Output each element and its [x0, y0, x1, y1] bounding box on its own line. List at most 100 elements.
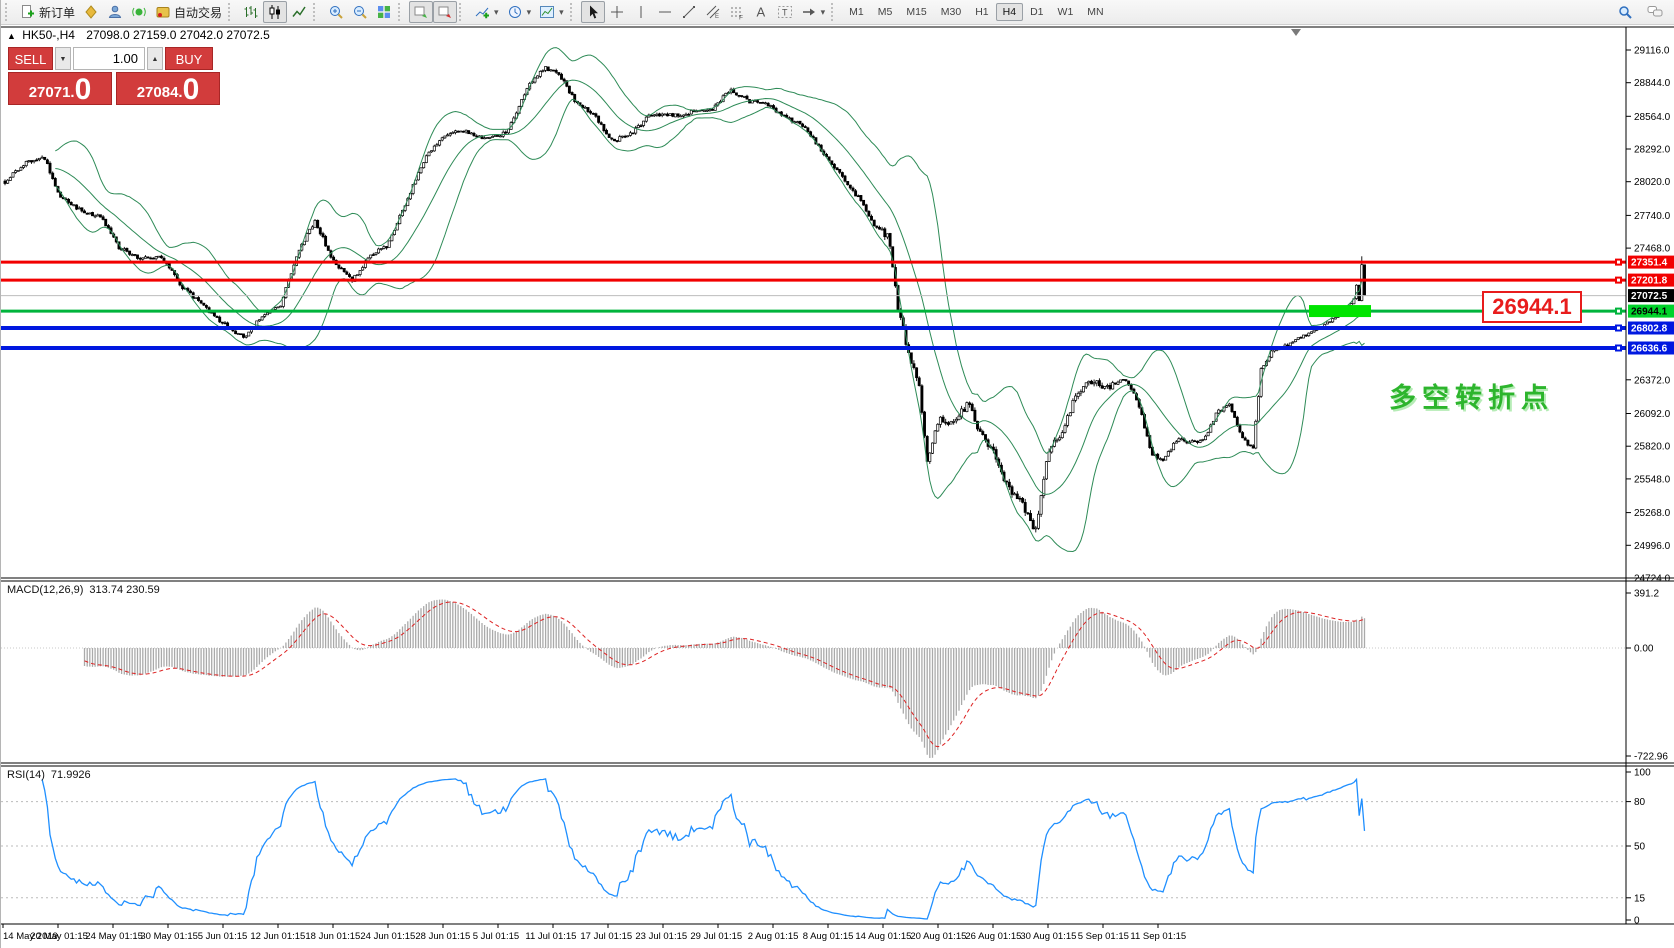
svg-text:30 May 01:15: 30 May 01:15 [140, 931, 198, 942]
svg-text:0: 0 [1634, 916, 1640, 927]
chart-shift-marker[interactable] [1291, 29, 1301, 36]
svg-text:28020.0: 28020.0 [1634, 177, 1671, 188]
svg-text:24996.0: 24996.0 [1634, 541, 1671, 552]
line-chart-icon [291, 4, 307, 20]
text-icon: A [753, 4, 769, 20]
chat-icon [1647, 4, 1663, 20]
zoom-in-button[interactable] [324, 1, 348, 23]
buy-price-box[interactable]: 27084. 0 [116, 72, 220, 105]
crosshair-button[interactable] [605, 1, 629, 23]
add-indicator-icon [474, 4, 490, 20]
lot-size-input[interactable]: 1.00 [73, 47, 145, 70]
terminal-button[interactable] [103, 1, 127, 23]
arrange-icon [413, 4, 429, 20]
price-axis[interactable]: 29116.0 28844.0 28564.0 28292.0 28020.0 27740… [1626, 45, 1674, 927]
candlesticks [3, 66, 1366, 533]
svg-text:11 Sep 01:15: 11 Sep 01:15 [1130, 931, 1186, 942]
lot-decrease-button[interactable]: ▼ [55, 47, 71, 70]
timeframe-d1[interactable]: D1 [1030, 6, 1044, 18]
shapes-button[interactable]: ▾ [797, 1, 830, 23]
add-indicator-button[interactable]: ▾ [470, 1, 503, 23]
svg-text:27351.4: 27351.4 [1631, 258, 1668, 269]
stagger-button[interactable] [433, 1, 458, 23]
buy-price: 27084. [136, 84, 183, 101]
buy-button[interactable]: BUY [165, 47, 213, 70]
text-button[interactable]: A [749, 1, 773, 23]
macd-name: MACD(12,26,9) [7, 584, 84, 596]
lot-increase-button[interactable]: ▲ [147, 47, 163, 70]
search-button[interactable] [1613, 1, 1637, 23]
clock-icon [507, 4, 523, 20]
toolbar-grip[interactable] [459, 3, 468, 21]
toolbar-grip[interactable] [228, 3, 237, 21]
signal-icon [131, 4, 147, 20]
svg-text:14 Aug 01:15: 14 Aug 01:15 [855, 931, 911, 942]
toolbar-grip[interactable] [5, 3, 14, 21]
timeframe-m30[interactable]: M30 [940, 6, 962, 18]
line-chart-button[interactable] [287, 1, 311, 23]
timeframe-w1[interactable]: W1 [1057, 6, 1074, 18]
new-order-button[interactable]: 新订单 [16, 1, 79, 23]
sell-price-box[interactable]: 27071. 0 [8, 72, 112, 105]
template-button[interactable]: ▾ [535, 1, 568, 23]
svg-text:100: 100 [1634, 768, 1651, 779]
svg-text:5 Jun 01:15: 5 Jun 01:15 [198, 931, 248, 942]
channel-button[interactable]: E [701, 1, 725, 23]
sell-button[interactable]: SELL [8, 47, 53, 70]
chart-annotation-text[interactable]: 多空转折点 [1389, 383, 1554, 413]
timeframe-m15[interactable]: M15 [906, 6, 927, 18]
toolbar-grip[interactable] [398, 3, 407, 21]
svg-text:29 Jul 01:15: 29 Jul 01:15 [690, 931, 742, 942]
buy-price-last-digit: 0 [182, 73, 200, 106]
vline-button[interactable] [629, 1, 653, 23]
arrow-down-icon: ▼ [59, 56, 67, 63]
text-label-button[interactable]: T [773, 1, 797, 23]
svg-text:E: E [715, 14, 719, 20]
svg-text:391.2: 391.2 [1634, 589, 1659, 600]
arrange-button[interactable] [409, 1, 434, 23]
timeframe-mn[interactable]: MN [1087, 6, 1104, 18]
svg-text:8 Aug 01:15: 8 Aug 01:15 [803, 931, 854, 942]
toolbar-grip[interactable] [313, 3, 322, 21]
sell-price-last-digit: 0 [74, 73, 92, 106]
ohlc-values: 27098.0 27159.0 27042.0 27072.5 [86, 28, 270, 42]
tile-windows-button[interactable] [372, 1, 396, 23]
toolbar-grip[interactable] [831, 3, 840, 21]
clock-button[interactable]: ▾ [503, 1, 536, 23]
svg-text:5 Jul 01:15: 5 Jul 01:15 [473, 931, 519, 942]
cursor-button[interactable] [580, 1, 605, 23]
panel-dividers[interactable] [1, 26, 1674, 925]
candlestick-button[interactable] [263, 1, 288, 23]
fibonacci-button[interactable]: F [725, 1, 749, 23]
signal-button[interactable] [127, 1, 151, 23]
toolbar-grip[interactable] [569, 3, 579, 21]
bar-chart-button[interactable] [239, 1, 263, 23]
svg-text:5 Sep 01:15: 5 Sep 01:15 [1078, 931, 1129, 942]
vline-icon [633, 4, 649, 20]
tile-windows-icon [376, 4, 392, 20]
highlight-bar[interactable] [1309, 305, 1371, 318]
chart-profile-button[interactable] [79, 1, 103, 23]
auto-trade-button[interactable]: 自动交易 [151, 1, 226, 23]
auto-trade-label: 自动交易 [174, 5, 223, 20]
zoom-out-button[interactable] [348, 1, 372, 23]
channel-icon: E [705, 4, 721, 20]
timeframe-h4[interactable]: H4 [995, 3, 1024, 21]
timeframe-h1[interactable]: H1 [975, 6, 989, 18]
timeframe-m1[interactable]: M1 [849, 6, 864, 18]
chart-profile-icon [83, 4, 99, 20]
price-callout-label[interactable]: 26944.1 [1482, 291, 1582, 323]
hline-button[interactable] [653, 1, 677, 23]
macd-indicator-label: MACD(12,26,9) 313.74 230.59 [7, 584, 160, 596]
text-label-icon: T [777, 4, 793, 20]
svg-text:T: T [782, 8, 788, 18]
svg-text:28844.0: 28844.0 [1634, 78, 1671, 89]
chat-button[interactable] [1643, 1, 1667, 23]
timeframe-m5[interactable]: M5 [877, 6, 893, 18]
svg-text:26636.6: 26636.6 [1631, 344, 1668, 355]
trendline-button[interactable] [677, 1, 701, 23]
svg-text:15: 15 [1634, 893, 1646, 904]
